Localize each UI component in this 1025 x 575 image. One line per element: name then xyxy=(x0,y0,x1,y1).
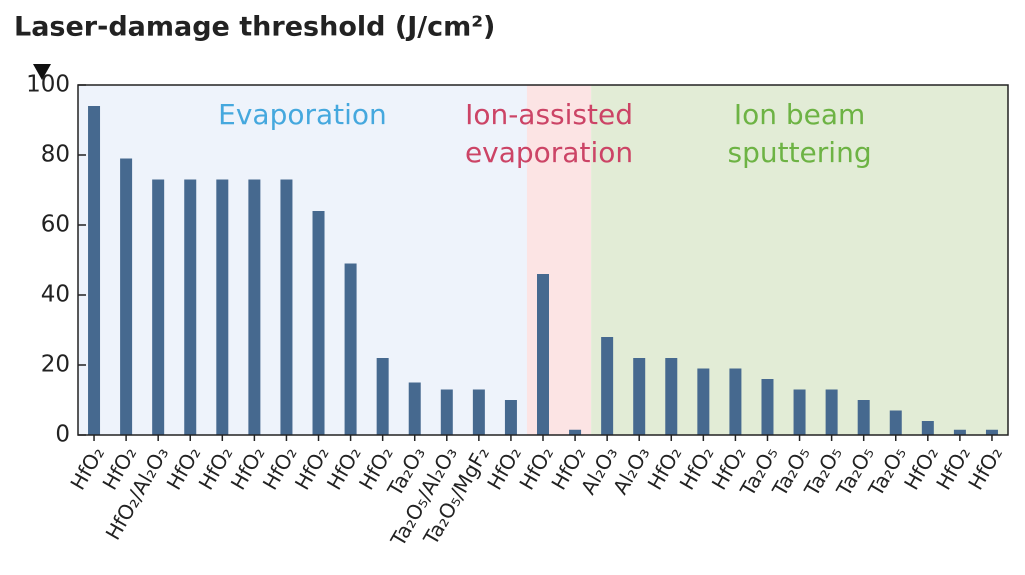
bar xyxy=(569,429,582,435)
x-tick-label: HfO₂ xyxy=(194,442,238,494)
bar xyxy=(184,179,197,435)
x-tick-label: HfO₂ xyxy=(963,442,1007,494)
x-tick-label: HfO₂ xyxy=(643,442,687,494)
x-tick-label: HfO₂ xyxy=(482,442,526,494)
bar xyxy=(537,274,549,435)
axis-arrow xyxy=(33,64,51,80)
bar xyxy=(248,179,261,435)
plot-frame xyxy=(77,84,1009,436)
x-tick-label: HfO₂ xyxy=(290,442,334,494)
bar xyxy=(697,368,710,435)
regions xyxy=(78,85,1008,435)
bar xyxy=(825,389,838,435)
x-tick-label: HfO₂ xyxy=(675,442,719,494)
y-tick-label: 40 xyxy=(41,282,70,308)
x-tick-label: HfO₂ xyxy=(226,442,270,494)
region-background xyxy=(591,85,1008,435)
x-tick-label: HfO₂ xyxy=(162,442,206,494)
bar xyxy=(793,389,806,435)
x-tick-label: HfO₂ xyxy=(899,442,943,494)
bar xyxy=(601,337,614,435)
y-tick-label: 20 xyxy=(41,352,70,378)
bar xyxy=(408,382,421,435)
x-tick-label: HfO₂ xyxy=(65,442,109,494)
bar xyxy=(665,358,678,435)
bar xyxy=(857,400,870,435)
bar xyxy=(216,179,229,435)
bar xyxy=(921,421,934,435)
bar xyxy=(376,358,389,435)
y-tick-label: 80 xyxy=(41,142,70,168)
x-tick-label: HfO₂ xyxy=(258,442,302,494)
bar xyxy=(280,179,293,435)
region-background xyxy=(78,85,527,435)
x-tick-label: HfO₂ xyxy=(322,442,366,494)
bar xyxy=(985,429,998,435)
bar xyxy=(120,158,133,435)
x-tick-label: HfO₂ xyxy=(931,442,975,494)
y-tick-label: 100 xyxy=(26,72,70,98)
bar xyxy=(761,379,774,435)
region-label: Evaporation xyxy=(218,98,387,131)
bar xyxy=(440,389,453,435)
chart-title: Laser-damage threshold (J/cm²) xyxy=(14,12,495,43)
bar xyxy=(312,211,325,435)
bar xyxy=(953,429,966,435)
x-tick-label: HfO₂ xyxy=(514,442,558,494)
region-label: Ion beam xyxy=(734,98,865,131)
bar xyxy=(633,358,646,435)
bar xyxy=(504,400,517,435)
region-label: evaporation xyxy=(465,136,633,169)
bar xyxy=(729,368,742,435)
bar xyxy=(88,106,101,435)
bar xyxy=(472,389,485,435)
y-tick-label: 0 xyxy=(55,422,70,448)
region-label: sputtering xyxy=(727,136,871,169)
bar xyxy=(344,263,357,435)
region-label: Ion-assisted xyxy=(465,98,633,131)
bar xyxy=(889,410,902,435)
y-tick-label: 60 xyxy=(41,212,70,238)
bar xyxy=(152,179,165,435)
